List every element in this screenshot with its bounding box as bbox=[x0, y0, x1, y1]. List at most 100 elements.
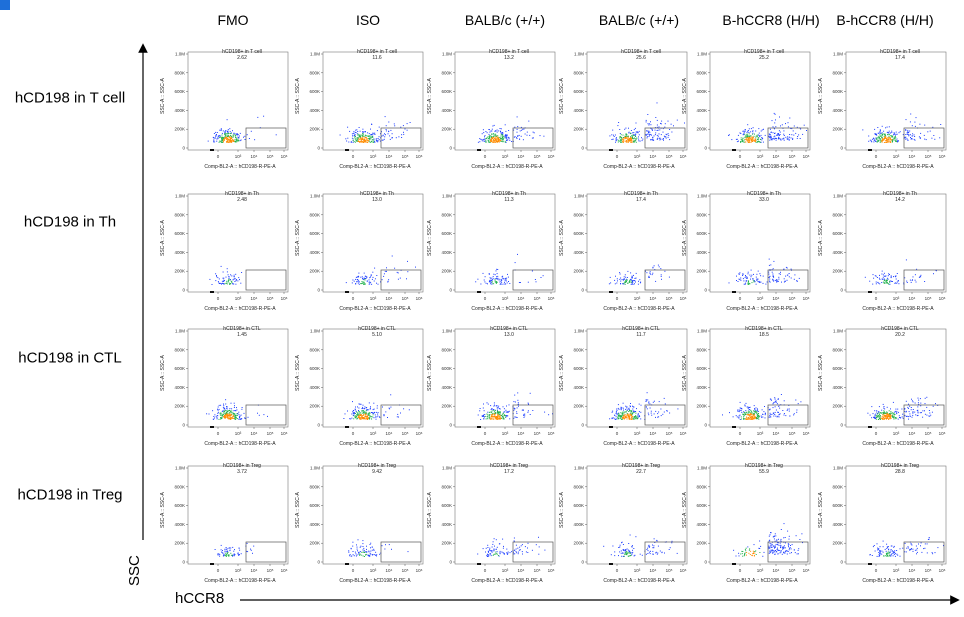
gate-rectangle bbox=[380, 269, 422, 291]
event-point bbox=[623, 139, 625, 141]
event-point bbox=[400, 412, 401, 414]
event-point bbox=[648, 130, 650, 132]
event-point bbox=[355, 136, 356, 138]
event-point bbox=[352, 413, 354, 415]
event-point bbox=[891, 139, 893, 141]
event-point bbox=[490, 137, 492, 139]
event-point bbox=[362, 132, 364, 134]
event-point bbox=[368, 550, 370, 552]
event-point bbox=[778, 130, 780, 132]
event-point bbox=[877, 127, 879, 128]
event-point bbox=[647, 133, 649, 135]
event-point bbox=[488, 555, 490, 557]
event-point bbox=[232, 413, 234, 415]
event-point bbox=[652, 267, 654, 269]
event-point bbox=[496, 281, 498, 283]
event-point bbox=[663, 139, 664, 141]
event-point bbox=[632, 284, 634, 285]
event-point bbox=[235, 273, 237, 275]
event-point bbox=[505, 283, 507, 285]
x-tick-label: 10³ bbox=[502, 568, 509, 573]
event-point bbox=[628, 543, 630, 544]
event-point bbox=[492, 414, 494, 416]
event-point bbox=[364, 415, 366, 417]
event-point bbox=[798, 134, 800, 136]
event-point bbox=[638, 403, 640, 405]
event-point bbox=[793, 134, 795, 136]
event-point bbox=[234, 418, 236, 420]
event-point bbox=[363, 283, 365, 285]
event-point bbox=[503, 545, 504, 547]
event-point bbox=[652, 401, 654, 403]
event-point bbox=[215, 131, 217, 133]
y-tick-label: 0 bbox=[581, 560, 584, 565]
event-point bbox=[764, 417, 766, 419]
event-point bbox=[914, 121, 916, 123]
event-point bbox=[617, 417, 619, 419]
event-point bbox=[879, 130, 881, 132]
event-point bbox=[628, 416, 630, 418]
event-point bbox=[736, 280, 737, 281]
event-point bbox=[879, 415, 881, 417]
event-point bbox=[366, 419, 368, 420]
event-point bbox=[738, 411, 740, 413]
event-point bbox=[632, 551, 634, 553]
event-point bbox=[505, 280, 507, 282]
event-point bbox=[368, 555, 370, 557]
event-point bbox=[244, 135, 246, 137]
x-tick-label: 10⁴ bbox=[518, 431, 525, 436]
event-point bbox=[751, 419, 753, 420]
event-point bbox=[740, 141, 742, 142]
event-point bbox=[250, 548, 251, 550]
event-point bbox=[361, 137, 363, 139]
event-point bbox=[622, 140, 624, 142]
event-point bbox=[380, 137, 382, 139]
event-point bbox=[492, 410, 494, 412]
flow-plot-panel: 1.0M 800K 600K 400K 200K 0 0 10³ 10⁴ 10⁵ 10⁶ hCD198… bbox=[682, 190, 812, 315]
event-point bbox=[773, 260, 775, 262]
event-point bbox=[910, 281, 912, 283]
event-point bbox=[501, 140, 503, 142]
event-point bbox=[929, 412, 931, 414]
event-point bbox=[218, 418, 220, 420]
event-point bbox=[481, 139, 483, 141]
flow-plot-panel: 1.0M 800K 600K 400K 200K 0 0 10³ 10⁴ 10⁵ 10⁶ hCD198… bbox=[427, 325, 557, 450]
event-point bbox=[390, 406, 392, 408]
x-tick-label: 10⁶ bbox=[548, 296, 555, 301]
y-tick-label: 0 bbox=[449, 288, 452, 293]
event-point bbox=[793, 125, 795, 127]
event-point bbox=[361, 410, 363, 412]
event-point bbox=[232, 139, 234, 140]
event-point bbox=[658, 133, 660, 135]
gate-name: hCD198+ in Th bbox=[492, 191, 526, 197]
event-point bbox=[363, 140, 365, 142]
event-point bbox=[358, 553, 360, 555]
event-point bbox=[532, 131, 534, 133]
y-tick-label: 600K bbox=[832, 231, 843, 236]
event-point bbox=[886, 414, 888, 416]
event-point bbox=[757, 138, 759, 140]
event-point bbox=[502, 538, 504, 540]
event-point bbox=[500, 137, 502, 139]
event-point bbox=[504, 136, 506, 138]
event-point bbox=[753, 413, 755, 415]
event-point bbox=[652, 553, 654, 555]
event-point bbox=[905, 129, 907, 131]
event-point bbox=[370, 274, 372, 276]
event-point bbox=[222, 415, 224, 417]
event-point bbox=[226, 138, 228, 140]
event-point bbox=[492, 137, 494, 139]
event-point bbox=[787, 137, 789, 139]
event-point bbox=[885, 415, 887, 417]
event-point bbox=[368, 141, 370, 143]
event-point bbox=[770, 545, 771, 547]
event-point bbox=[909, 405, 911, 407]
event-point bbox=[777, 133, 779, 134]
event-point bbox=[651, 129, 653, 131]
event-point bbox=[359, 417, 361, 419]
event-point bbox=[747, 140, 749, 141]
event-point bbox=[758, 134, 759, 136]
event-point bbox=[792, 139, 794, 140]
event-point bbox=[623, 418, 625, 420]
event-point bbox=[486, 137, 488, 139]
